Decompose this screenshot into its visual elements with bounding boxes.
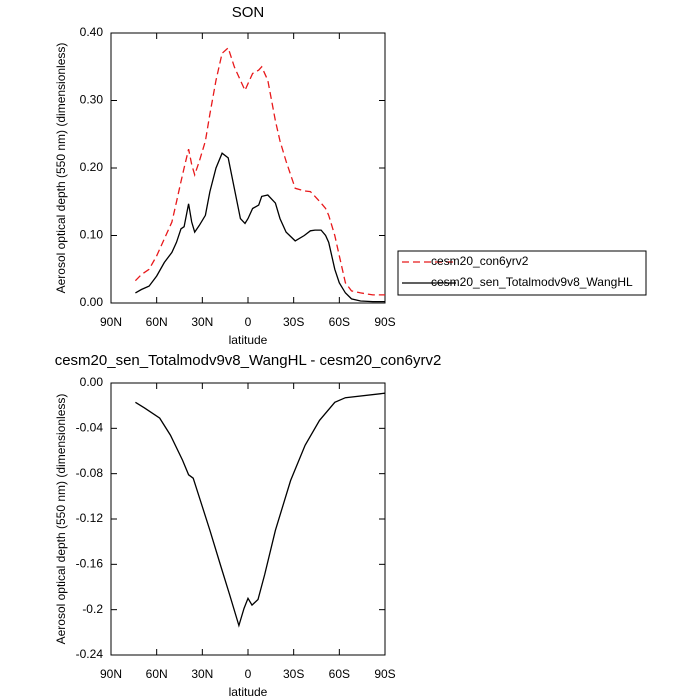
chart-title: cesm20_sen_Totalmodv9v8_WangHL - cesm20_… — [55, 352, 442, 369]
legend-frame — [397, 250, 647, 296]
x-tick-label: 90S — [374, 315, 395, 329]
y-tick-label: -0.2 — [82, 602, 103, 616]
y-tick-label: 0.00 — [80, 295, 104, 309]
plot-frame — [110, 382, 386, 656]
x-tick-label: 30S — [283, 315, 304, 329]
x-tick-label: 90S — [374, 667, 395, 681]
y-tick-label: 0.10 — [80, 228, 104, 242]
x-tick-label: 30N — [191, 667, 213, 681]
y-tick-label: 0.30 — [80, 93, 104, 107]
y-tick-label: -0.16 — [76, 557, 104, 571]
y-tick-label: -0.24 — [76, 647, 104, 661]
y-axis-label: Aerosol optical depth (550 nm) (dimensio… — [54, 394, 68, 645]
x-tick-label: 30N — [191, 315, 213, 329]
y-axis-label: Aerosol optical depth (550 nm) (dimensio… — [54, 43, 68, 294]
data-line — [135, 152, 385, 303]
x-axis-label: latitude — [229, 685, 268, 699]
x-tick-label: 60S — [329, 315, 350, 329]
y-tick-label: 0.20 — [80, 160, 104, 174]
y-tick-label: -0.04 — [76, 421, 104, 435]
y-tick-label: 0.00 — [80, 375, 104, 389]
legend-label: cesm20_con6yrv2 — [431, 254, 529, 268]
y-tick-label: -0.08 — [76, 466, 104, 480]
y-tick-label: 0.40 — [80, 25, 104, 39]
x-tick-label: 0 — [245, 667, 252, 681]
x-tick-label: 30S — [283, 667, 304, 681]
plot-frame — [110, 32, 386, 304]
x-axis-label: latitude — [229, 333, 268, 347]
y-tick-label: -0.12 — [76, 511, 104, 525]
legend-label: cesm20_sen_Totalmodv9v8_WangHL — [431, 275, 633, 289]
x-tick-label: 0 — [245, 315, 252, 329]
x-tick-label: 60N — [146, 667, 168, 681]
data-line — [135, 392, 386, 628]
data-line — [134, 46, 385, 296]
x-tick-label: 90N — [100, 315, 122, 329]
x-tick-label: 60S — [329, 667, 350, 681]
x-tick-label: 90N — [100, 667, 122, 681]
chart-title: SON — [232, 4, 265, 21]
x-tick-label: 60N — [146, 315, 168, 329]
